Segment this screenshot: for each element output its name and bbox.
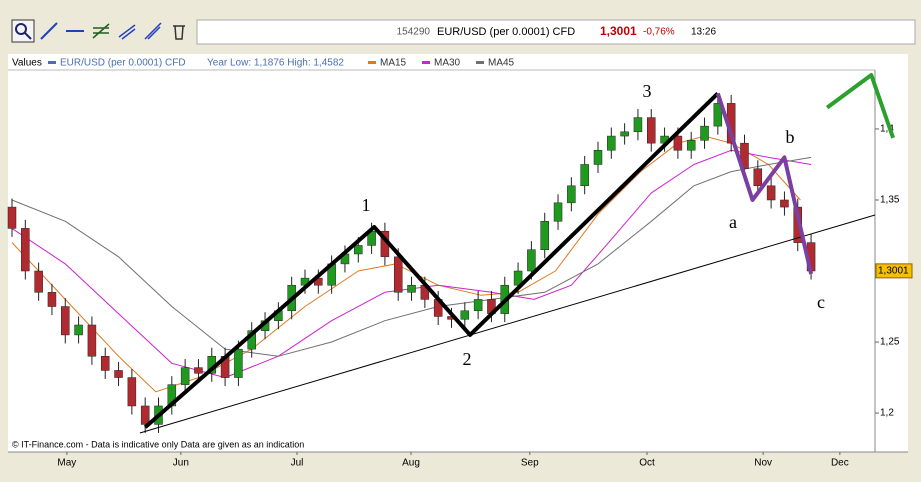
wave-label: 3 [643,81,652,101]
quote-price: 1,3001 [600,24,637,38]
y-tick-label: 1,35 [880,195,900,206]
candle-body [633,117,643,133]
toolbar: 154290 EUR/USD (per 0.0001) CFD 1,3001 -… [11,19,916,45]
candle-body [34,270,43,293]
last-price-box [875,263,913,279]
candle-body [686,140,696,151]
candle-body [527,249,536,272]
candle-body [114,370,123,378]
candle-body [593,150,603,165]
x-tick-label: Jun [173,458,189,469]
candle-body [354,245,363,255]
candle-body [127,377,137,407]
candle-body [620,131,629,137]
candle-body [540,221,549,250]
candle-body [700,125,709,141]
candle-body [473,299,483,312]
annotation-line [715,92,814,275]
candle-body [87,324,97,357]
candle-body [553,202,563,222]
candle-body [766,185,776,201]
x-tick-label: Aug [402,458,420,469]
quote-box [196,19,916,45]
legend-range: Year Low: 1,1876 High: 1,4582 [207,58,344,69]
last-price-label: 1,3001 [878,266,909,277]
candle-body [234,348,243,378]
candle-body [180,367,190,385]
candle-body [61,306,70,336]
candle-body [47,292,57,307]
quote-instrument: EUR/USD (per 0.0001) CFD [437,26,575,38]
candle-body [21,228,30,272]
x-tick-label: Dec [831,458,849,469]
candle-body [567,185,576,204]
annotation-line [825,73,895,139]
candle-body [7,206,17,229]
legend-swatch [48,61,56,64]
candle-body [753,168,763,187]
candle-body [393,256,403,293]
channel-icon [118,24,136,40]
line-icon [40,22,58,40]
wave-label: a [729,212,737,232]
wave-label: b [786,127,795,147]
legend-label: MA45 [488,58,515,69]
trash-icon [173,25,185,40]
candle-body [100,355,110,371]
moving-average [11,135,801,393]
candle-body [407,284,416,293]
candle-body [713,103,723,127]
annotation-line [139,214,876,434]
candle-body [740,142,749,169]
x-tick-label: Jul [291,458,304,469]
candle-body [194,367,203,374]
candle-body [513,270,523,286]
x-tick-label: Oct [639,458,655,469]
chart-area [8,54,908,452]
legend-label: MA30 [434,58,461,69]
legend-title: Values [12,58,42,69]
legend-swatch [476,61,484,64]
candle-body [460,310,470,320]
wave-label: c [817,292,825,312]
legend-swatch [422,61,430,64]
y-tick-label: 1,2 [880,408,894,419]
fan-icon [144,22,162,40]
y-tick-label: 1,4 [880,124,894,135]
zoom-icon [15,23,27,35]
x-tick-label: Nov [754,458,772,469]
quote-code: 154290 [397,27,431,38]
legend-label: MA15 [380,58,407,69]
legend-swatch [368,61,376,64]
x-tick-label: Sep [521,458,539,469]
candle-body [74,324,83,336]
candle-body [140,405,150,425]
zoom-icon [24,32,32,40]
legend-label: EUR/USD (per 0.0001) CFD [60,58,186,69]
quote-change: -0,76% [643,27,675,38]
candle-body [780,199,789,208]
moving-average [11,149,812,379]
quote-time: 13:26 [691,27,716,38]
wave-label: 1 [362,195,371,215]
candle-body [647,117,656,144]
annotation-line [143,91,720,429]
candle-body [673,135,683,151]
candle-body [580,164,589,187]
x-tick-label: May [57,458,76,469]
footer: © IT-Finance.com - Data is indicative on… [12,439,304,449]
fib-icon [92,23,110,39]
wave-label: 2 [463,349,472,369]
y-tick-label: 1,25 [880,337,900,348]
candle-body [607,135,616,151]
